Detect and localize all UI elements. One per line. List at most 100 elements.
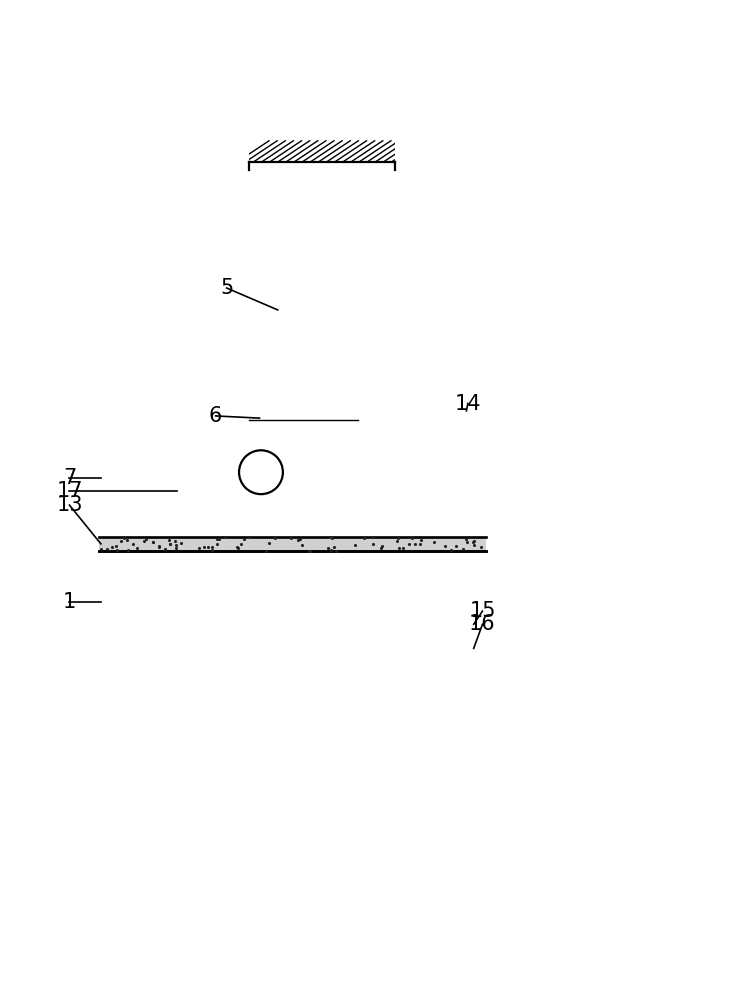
Point — [325, 542, 336, 558]
Point — [414, 536, 425, 552]
Point — [118, 530, 129, 546]
Point — [110, 538, 122, 554]
Text: 5: 5 — [220, 278, 233, 298]
Point — [296, 537, 308, 553]
Point — [322, 540, 334, 556]
Point — [127, 536, 139, 552]
Point — [170, 540, 181, 556]
Circle shape — [239, 588, 283, 632]
Point — [461, 534, 473, 550]
Point — [232, 540, 243, 556]
Point — [206, 539, 218, 555]
Text: 13: 13 — [56, 495, 83, 515]
Point — [409, 536, 420, 552]
Point — [467, 534, 479, 550]
Point — [148, 534, 159, 550]
Point — [106, 539, 118, 555]
Point — [330, 543, 341, 559]
Point — [202, 539, 213, 555]
Point — [260, 543, 272, 559]
Point — [428, 534, 440, 550]
Point — [213, 531, 225, 547]
Point — [450, 538, 462, 554]
Point — [475, 539, 487, 555]
Circle shape — [199, 410, 323, 534]
Point — [193, 540, 205, 556]
Point — [211, 531, 222, 547]
Circle shape — [239, 450, 283, 494]
Point — [358, 530, 370, 546]
Point — [392, 530, 404, 546]
Point — [376, 538, 388, 554]
Bar — [99, 537, 486, 551]
Point — [367, 529, 379, 545]
Point — [235, 536, 246, 552]
Point — [325, 529, 336, 545]
Bar — [453, 611, 474, 651]
Point — [154, 539, 165, 555]
Point — [270, 530, 281, 546]
Point — [445, 542, 457, 558]
Point — [137, 533, 149, 549]
Bar — [287, 434, 324, 467]
Point — [231, 539, 243, 555]
Point — [397, 540, 409, 556]
Point — [284, 530, 296, 546]
Point — [292, 532, 304, 548]
Text: 16: 16 — [469, 614, 496, 634]
Point — [205, 542, 217, 558]
Point — [469, 537, 480, 553]
Point — [121, 532, 133, 548]
Point — [169, 533, 181, 549]
Point — [219, 529, 230, 545]
Point — [154, 538, 165, 554]
Point — [469, 533, 480, 549]
Bar — [124, 668, 468, 690]
Point — [461, 531, 472, 547]
Point — [404, 536, 415, 552]
Point — [111, 542, 123, 558]
Text: 6: 6 — [209, 406, 222, 426]
Point — [305, 543, 317, 559]
Point — [393, 540, 405, 556]
Bar — [175, 418, 347, 528]
Bar — [0, 692, 731, 699]
Point — [238, 531, 250, 547]
Bar — [99, 409, 486, 537]
Point — [115, 533, 127, 549]
Point — [131, 540, 143, 556]
Point — [140, 531, 152, 547]
Point — [367, 536, 379, 552]
Bar — [0, 135, 249, 865]
Text: 14: 14 — [455, 394, 481, 414]
Point — [349, 537, 361, 553]
Point — [415, 532, 427, 548]
Point — [170, 537, 182, 553]
Point — [457, 541, 469, 557]
Point — [198, 539, 210, 555]
Text: 7: 7 — [63, 468, 76, 488]
Point — [326, 530, 338, 546]
Point — [147, 534, 159, 550]
Point — [406, 530, 417, 546]
Point — [295, 531, 306, 547]
Point — [175, 535, 187, 551]
Point — [375, 540, 387, 556]
Bar — [287, 354, 324, 405]
Point — [95, 541, 107, 557]
Point — [243, 529, 255, 545]
Text: 15: 15 — [469, 601, 496, 621]
Point — [101, 541, 113, 557]
Text: 17: 17 — [56, 481, 83, 501]
Bar — [249, 405, 358, 434]
Circle shape — [195, 544, 327, 675]
Point — [159, 541, 170, 557]
Bar — [99, 551, 486, 668]
Bar — [501, 695, 731, 865]
Point — [164, 536, 175, 552]
Point — [303, 543, 315, 559]
Point — [439, 538, 451, 554]
Bar — [252, 186, 390, 354]
Point — [164, 536, 176, 552]
Point — [211, 536, 222, 552]
